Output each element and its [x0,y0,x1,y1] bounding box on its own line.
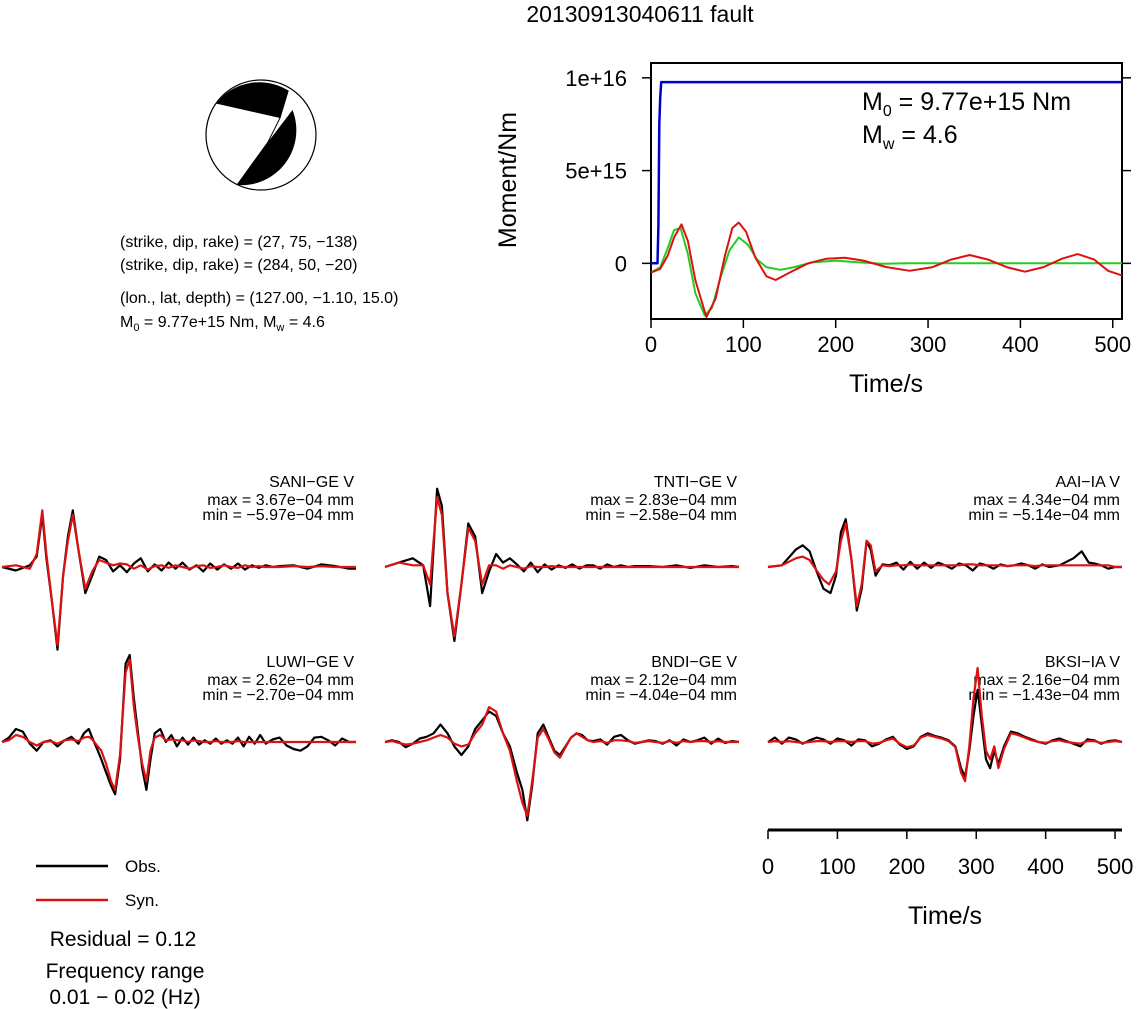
moment-prefix: M [120,314,133,331]
moment-sub: 0 [133,322,139,334]
moment-plot-frame [650,62,1123,320]
station-min: min = −2.70e−04 mm [202,687,354,704]
station-name: SANI−GE V [269,474,354,491]
station-name: LUWI−GE V [266,654,354,671]
station-name: TNTI−GE V [654,474,737,491]
station-max: max = 2.16e−04 mm [973,672,1120,689]
waveform-xtick-label: 400 [1027,854,1064,879]
waveform-time-axis: 0 100 200 300 400 500 Time/s [762,828,1134,930]
legend-obs-label: Obs. [125,857,161,876]
synthetic-waveform [384,496,739,638]
station-name: BNDI−GE V [651,654,737,671]
moment-ytick-label: 1e+16 [565,66,627,91]
observed-waveform [1,653,356,796]
waveform-xtick-label: 200 [888,854,925,879]
station-min: min = −5.14e−04 mm [968,507,1120,524]
moment-plot: 0 100 200 300 400 500 0 5e+15 1e+16 Moment/Nm Ti… [494,62,1131,398]
station-name: BKSI−IA V [1045,654,1120,671]
waveform-xtick-label: 100 [819,854,856,879]
beachball-outline [205,79,317,191]
beachball [205,79,317,191]
waveform-xlabel: Time/s [908,902,982,930]
synthetic-waveform [1,658,356,791]
observed-waveform [384,710,740,822]
station-min: min = −5.97e−04 mm [202,507,354,524]
station-max: max = 2.12e−04 mm [590,672,737,689]
beachball-dark-bottom [237,110,297,186]
moment-text: M0 = 9.77e+15 Nm, Mw = 4.6 [120,314,325,334]
moment-xtick-label: 200 [817,332,854,357]
frequency-range-title: Frequency range [46,960,205,983]
mw-value: = 4.6 [284,314,325,331]
mechanism-text: (strike, dip, rake) = (27, 75, −138) (st… [120,234,398,334]
mw-sub: w [275,322,284,334]
station-min: min = −1.43e−04 mm [968,687,1120,704]
station-min: min = −4.04e−04 mm [585,687,737,704]
location-text: (lon., lat, depth) = (127.00, −1.10, 15.… [120,290,398,307]
m0-value: = 9.77e+15 Nm [892,88,1071,116]
synthetic-waveform [767,666,1123,783]
moment-xtick-label: 500 [1094,332,1131,357]
synthetic-waveform [384,706,739,818]
moment-series-0 [651,80,1122,265]
station-max: max = 2.83e−04 mm [590,492,737,509]
moment-mw-annotation: Mw = 4.6 [862,121,958,153]
moment-series-2 [650,221,1123,319]
figure-title: 20130913040611 fault [526,1,754,27]
waveform-axis-ticks: 0 100 200 300 400 500 [762,830,1134,879]
mw-annotation-sub: w [882,136,895,153]
moment-ytick-label: 0 [615,251,627,276]
station-max: max = 2.62e−04 mm [207,672,354,689]
legend-syn-label: Syn. [125,891,159,910]
moment-value: = 9.77e+15 Nm, M [139,314,276,331]
station-max: max = 3.67e−04 mm [207,492,354,509]
moment-xtick-label: 100 [725,332,762,357]
moment-xtick-label: 300 [910,332,947,357]
beachball-nodal-1 [236,90,289,186]
moment-xtick-label: 400 [1002,332,1039,357]
station-max: max = 4.34e−04 mm [973,492,1120,509]
m0-prefix: M [862,88,883,116]
synthetic-waveform [767,522,1122,608]
moment-lines [650,80,1123,319]
plane1-text: (strike, dip, rake) = (27, 75, −138) [120,234,357,251]
plane2-text: (strike, dip, rake) = (284, 50, −20) [120,257,357,274]
station-min: min = −2.58e−04 mm [585,507,737,524]
mw-annotation-value: = 4.6 [894,121,957,149]
mw-prefix: M [862,121,883,149]
waveform-xtick-label: 500 [1097,854,1134,879]
moment-xlabel: Time/s [849,370,923,398]
synthetic-waveform [1,509,356,647]
station-name: AAI−IA V [1056,474,1121,491]
legend: Obs. Syn. Residual = 0.12 Frequency rang… [36,857,204,1009]
waveform-xtick-label: 0 [762,854,774,879]
m0-sub: 0 [883,103,892,120]
beachball-dark-top [215,82,289,118]
moment-ylabel: Moment/Nm [494,112,522,248]
waveform-xtick-label: 300 [958,854,995,879]
moment-ytick-label: 5e+15 [565,159,627,184]
moment-xtick-label: 0 [645,332,657,357]
frequency-range-value: 0.01 − 0.02 (Hz) [49,986,200,1009]
moment-axis-ticks: 0 100 200 300 400 500 0 5e+15 1e+16 [565,66,1131,357]
moment-m0-annotation: M0 = 9.77e+15 Nm [862,88,1071,120]
residual-text: Residual = 0.12 [50,928,197,951]
